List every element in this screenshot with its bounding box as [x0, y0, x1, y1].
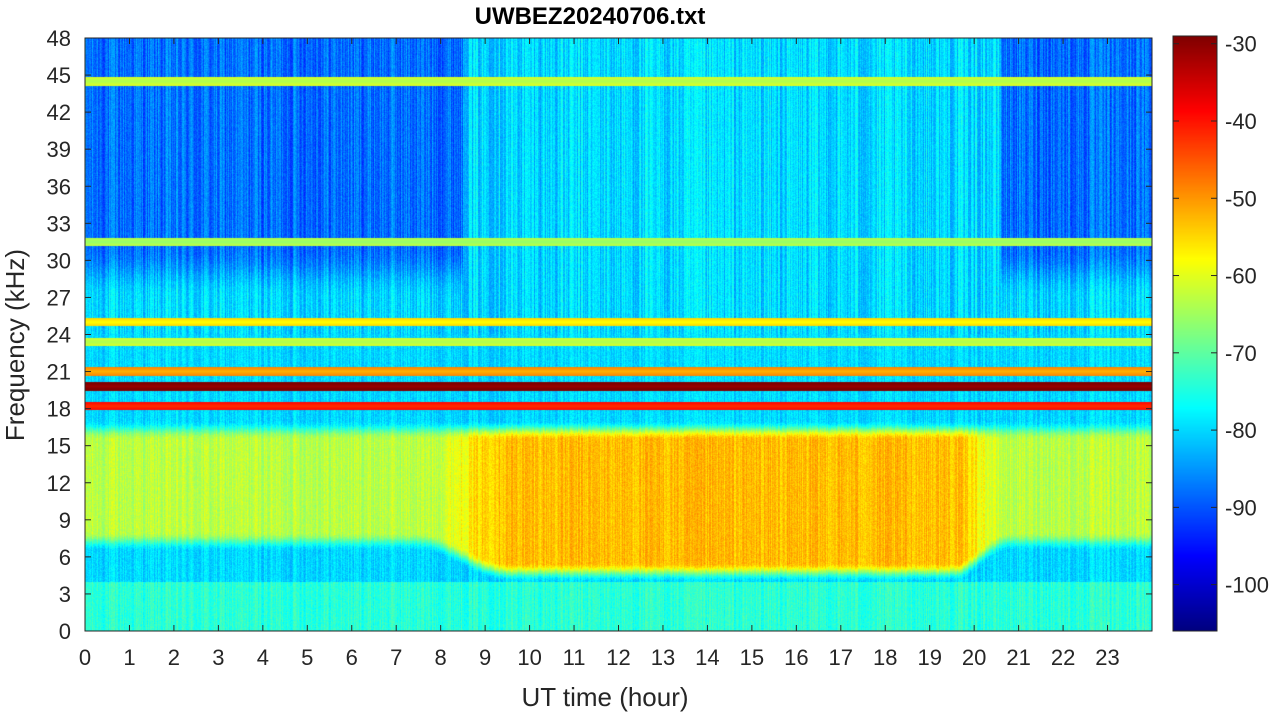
- x-tick-label: 18: [873, 645, 897, 670]
- x-tick-label: 10: [517, 645, 541, 670]
- x-tick-label: 12: [606, 645, 630, 670]
- x-tick-label: 20: [962, 645, 986, 670]
- y-tick-label: 27: [47, 285, 71, 310]
- colorbar-frame: [1172, 35, 1218, 632]
- y-tick-label: 6: [59, 545, 71, 570]
- y-tick-label: 24: [47, 323, 71, 348]
- y-tick-label: 3: [59, 582, 71, 607]
- x-axis-title: UT time (hour): [521, 682, 688, 712]
- y-tick-label: 36: [47, 174, 71, 199]
- colorbar-tick-label: -50: [1225, 186, 1257, 211]
- x-tick-label: 14: [695, 645, 719, 670]
- x-tick-label: 22: [1051, 645, 1075, 670]
- chart-title: UWBEZ20240706.txt: [475, 3, 706, 30]
- x-tick-label: 19: [917, 645, 941, 670]
- x-tick-label: 0: [79, 645, 91, 670]
- x-tick-label: 17: [829, 645, 853, 670]
- y-tick-label: 39: [47, 137, 71, 162]
- y-tick-label: 12: [47, 471, 71, 496]
- x-tick-label: 1: [123, 645, 135, 670]
- colorbar-gradient: [1173, 36, 1217, 631]
- x-tick-label: 6: [346, 645, 358, 670]
- colorbar-tick-label: -60: [1225, 264, 1257, 289]
- x-tick-label: 15: [740, 645, 764, 670]
- x-tick-label: 9: [479, 645, 491, 670]
- colorbar-tick-label: -40: [1225, 109, 1257, 134]
- colorbar-ticks: -30 -40 -50 -60 -70 -80 -90 -100: [1173, 32, 1269, 598]
- y-tick-label: 42: [47, 100, 71, 125]
- colorbar-tick-label: -90: [1225, 495, 1257, 520]
- colorbar: -30 -40 -50 -60 -70 -80 -90 -100: [1172, 32, 1269, 632]
- x-tick-label: 4: [257, 645, 269, 670]
- x-tick-label: 2: [168, 645, 180, 670]
- y-tick-label: 45: [47, 63, 71, 88]
- x-tick-label: 11: [563, 645, 586, 670]
- colorbar-tick-label: -100: [1225, 573, 1269, 598]
- y-tick-label: 9: [59, 508, 71, 533]
- x-tick-label: 5: [301, 645, 313, 670]
- x-axis: 0 1 2 3 4 5 6 7 8 9 10 11 12 13 14 15 16 17 18 19 20 21 22 23: [79, 38, 1120, 670]
- colorbar-tick-label: -80: [1225, 418, 1257, 443]
- y-tick-label: 33: [47, 211, 71, 236]
- y-axis-title: Frequency (kHz): [0, 249, 30, 441]
- colorbar-tick-label: -30: [1225, 32, 1257, 57]
- spectrogram-plot-area: [84, 37, 1153, 632]
- y-tick-label: 48: [47, 26, 71, 51]
- x-tick-label: 23: [1095, 645, 1119, 670]
- y-tick-label: 15: [47, 434, 71, 459]
- colorbar-tick-label: -70: [1225, 341, 1257, 366]
- x-tick-label: 16: [784, 645, 808, 670]
- x-tick-label: 3: [212, 645, 224, 670]
- x-tick-label: 13: [651, 645, 675, 670]
- y-tick-label: 18: [47, 397, 71, 422]
- y-tick-label: 21: [47, 360, 71, 385]
- y-tick-label: 30: [47, 248, 71, 273]
- x-tick-label: 21: [1006, 645, 1030, 670]
- spectrogram-heatmap: [85, 38, 1152, 631]
- x-tick-label: 8: [435, 645, 447, 670]
- x-tick-label: 7: [390, 645, 402, 670]
- y-tick-label: 0: [59, 619, 71, 644]
